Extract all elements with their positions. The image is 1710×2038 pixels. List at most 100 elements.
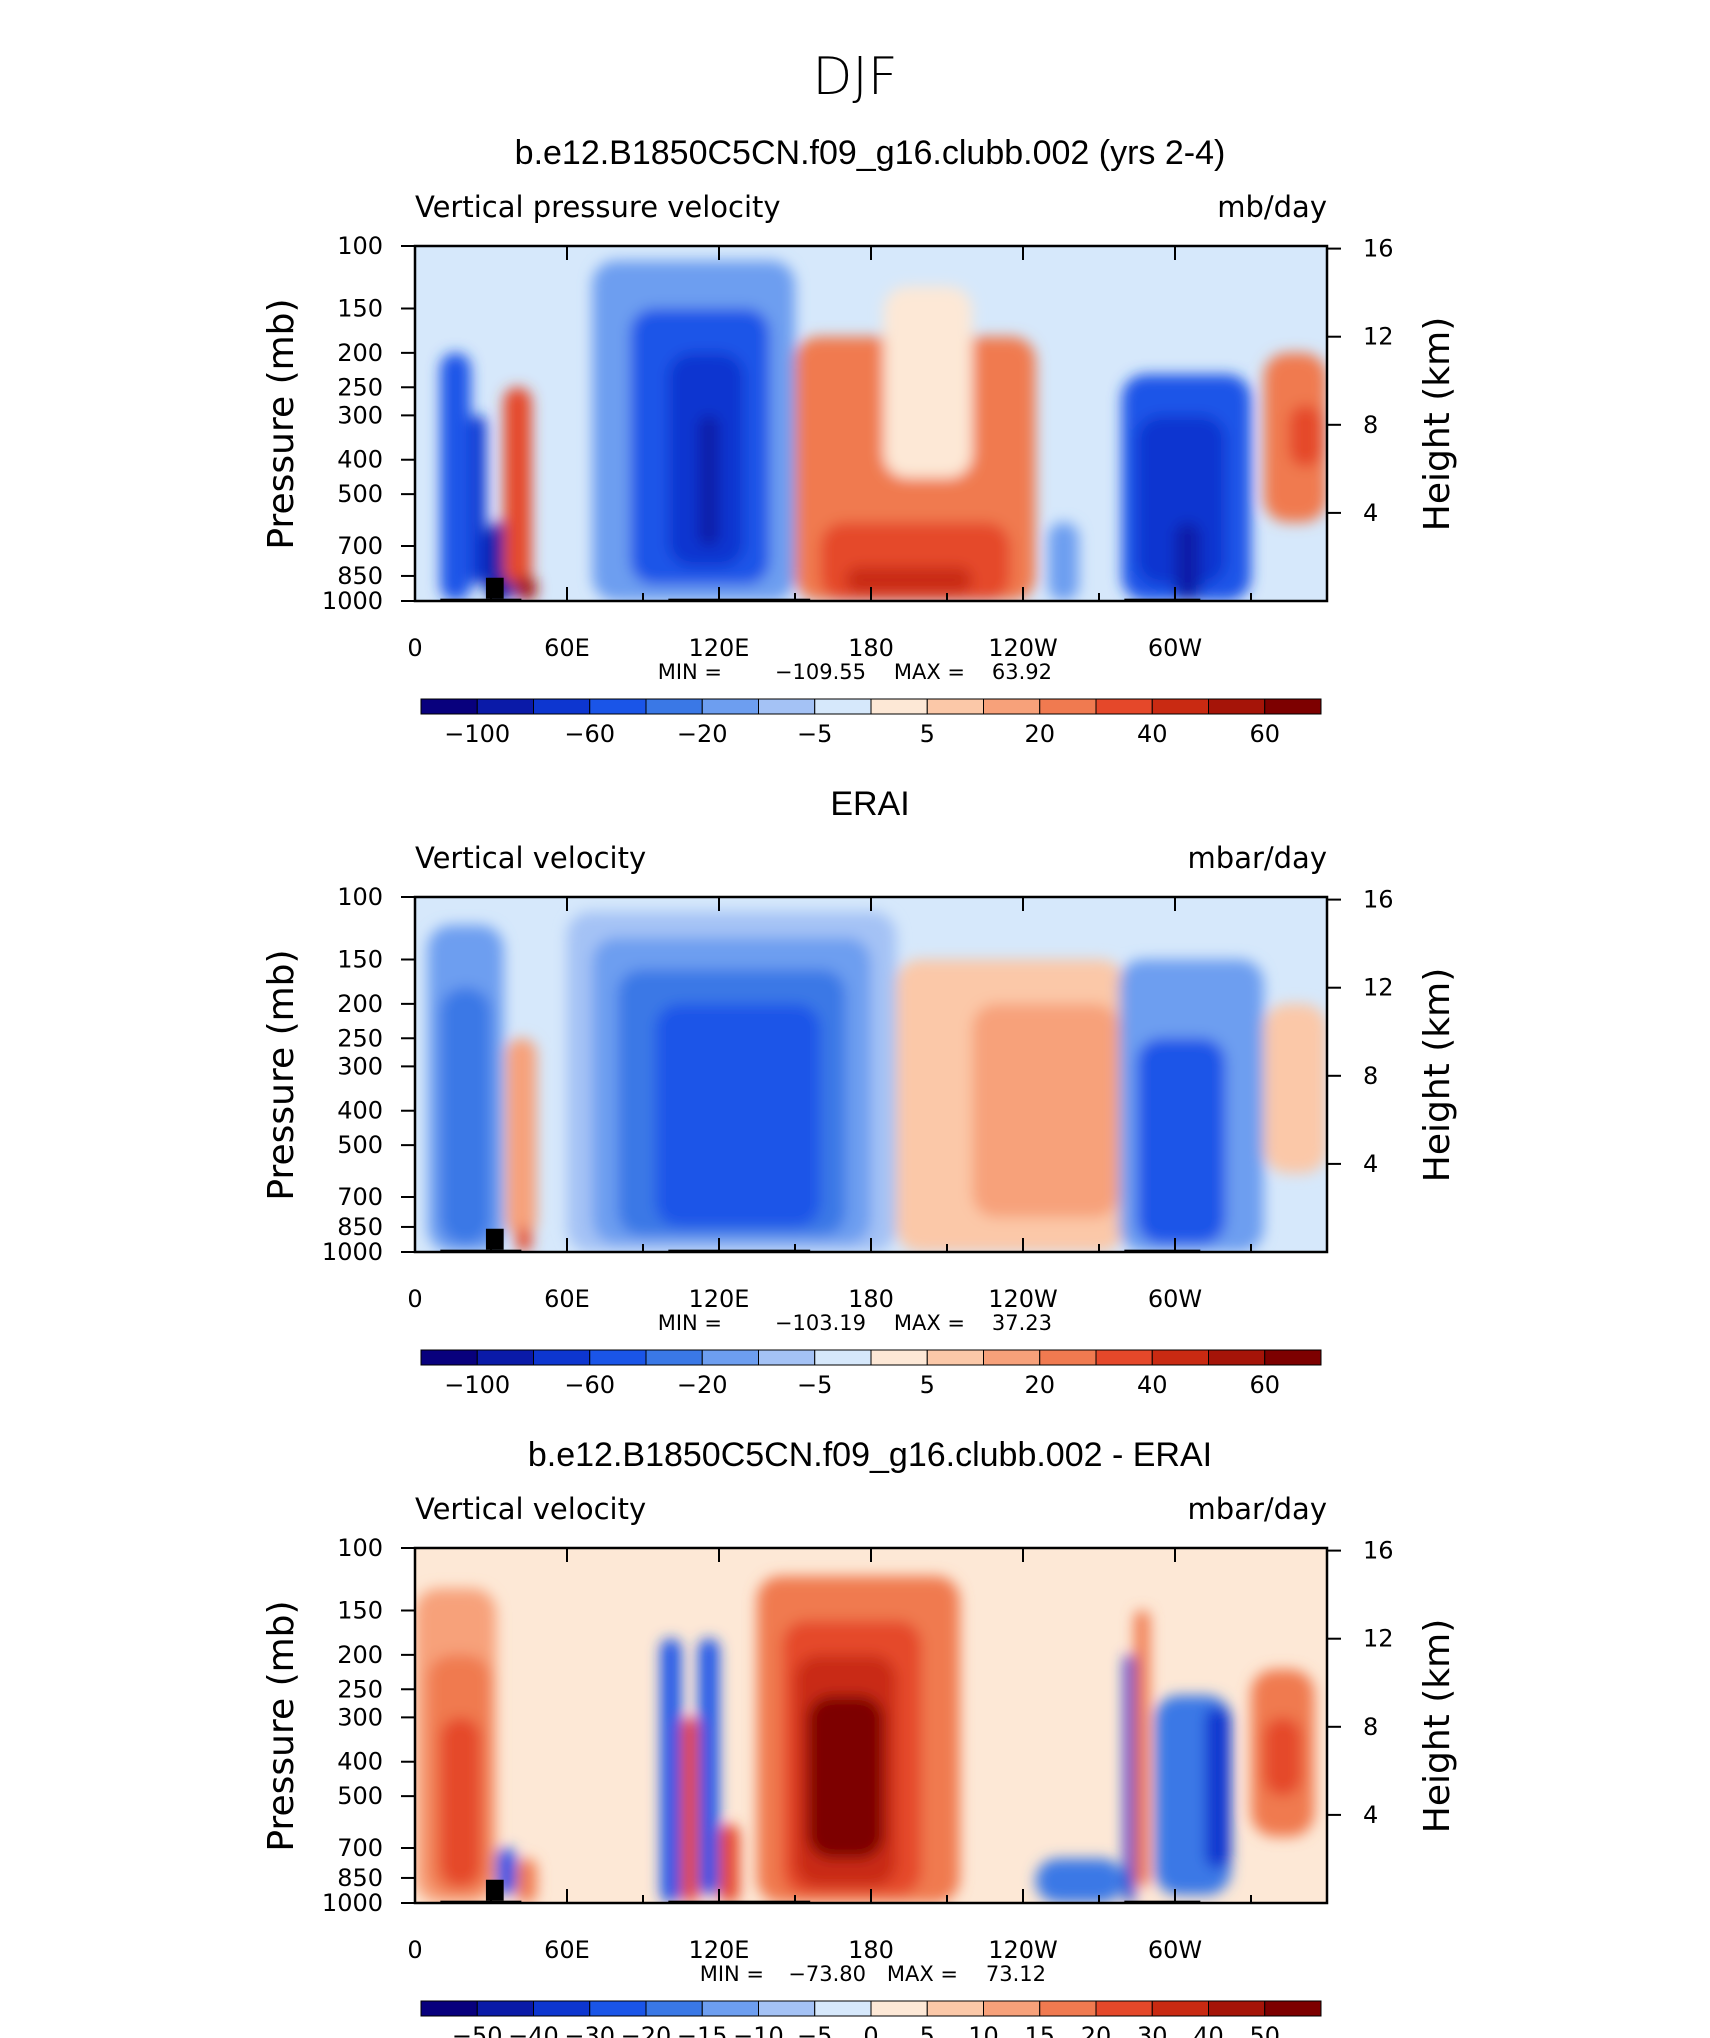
contour-regions xyxy=(440,260,1327,601)
figure-title: DJF xyxy=(812,47,897,107)
colorbar-swatch xyxy=(758,698,816,715)
lon-tick-label: 120W xyxy=(988,1936,1058,1964)
colorbar-swatch xyxy=(814,698,872,715)
pressure-tick-label: 200 xyxy=(337,339,383,367)
colorbar-swatch xyxy=(476,2000,534,2017)
height-axis: 16 12 8 4 xyxy=(1327,235,1394,527)
pressure-tick-label: 500 xyxy=(337,1131,383,1159)
contour-regions xyxy=(415,1576,1315,1903)
y-axis-title: Pressure (mb) xyxy=(261,298,302,549)
height-axis: 16 12 8 4 xyxy=(1327,886,1394,1178)
pressure-tick-label: 100 xyxy=(337,1534,383,1562)
contour-field xyxy=(415,897,1327,1252)
colorbar-label: 60 xyxy=(1249,1371,1280,1399)
colorbar-swatch xyxy=(1264,2000,1322,2017)
height-tick-label: 12 xyxy=(1363,974,1394,1002)
land-block xyxy=(485,1228,504,1250)
colorbar-label: −60 xyxy=(564,1371,615,1399)
colorbar-swatch xyxy=(1095,2000,1153,2017)
min-max-readout: MIN = −73.80 MAX = 73.12 xyxy=(700,1962,1046,1986)
pressure-tick-label: 400 xyxy=(337,1748,383,1776)
colorbar-label: 5 xyxy=(920,2022,935,2038)
min-max-readout: MIN = −103.19 MAX = 37.23 xyxy=(658,1311,1052,1335)
colorbar-swatch xyxy=(476,1349,534,1366)
contour-region xyxy=(516,575,537,601)
pressure-tick-label: 250 xyxy=(337,1024,383,1052)
colorbar-label: 50 xyxy=(1249,2022,1280,2038)
contour-region xyxy=(845,566,973,594)
colorbar: −100 −60 −20 −5 5 20 40 60 xyxy=(420,1349,1322,1399)
height-tick-label: 8 xyxy=(1363,411,1378,439)
colorbar-swatch xyxy=(1151,698,1209,715)
pressure-tick-label: 200 xyxy=(337,990,383,1018)
colorbar-swatch xyxy=(1208,1349,1266,1366)
pressure-tick-label: 400 xyxy=(337,1097,383,1125)
height-tick-label: 12 xyxy=(1363,1625,1394,1653)
colorbar-swatch xyxy=(758,1349,816,1366)
colorbar-label: 5 xyxy=(920,1371,935,1399)
colorbar-swatch xyxy=(476,698,534,715)
colorbar-label: −20 xyxy=(677,720,728,748)
height-tick-label: 4 xyxy=(1363,1801,1378,1829)
contour-region xyxy=(883,286,973,478)
land-block xyxy=(485,577,504,599)
contour-region xyxy=(1205,1706,1231,1869)
longitude-axis: 0 60E 120E 180 120W 60W xyxy=(407,1548,1328,1964)
colorbar-swatch xyxy=(983,2000,1041,2017)
units-label: mbar/day xyxy=(1188,1492,1327,1526)
contour-region xyxy=(440,352,471,601)
min-label: MIN = xyxy=(700,1962,764,1986)
colorbar-label: −60 xyxy=(564,720,615,748)
colorbar-swatch xyxy=(420,1349,478,1366)
contour-region xyxy=(1048,522,1079,601)
height-tick-label: 4 xyxy=(1363,499,1378,527)
pressure-tick-label: 700 xyxy=(337,1183,383,1211)
colorbar-swatch xyxy=(1039,1349,1097,1366)
panel-title: b.e12.B1850C5CN.f09_g16.clubb.002 - ERAI xyxy=(528,1436,1212,1474)
contour-regions xyxy=(427,911,1327,1252)
colorbar-label: 0 xyxy=(863,2022,878,2038)
lon-tick-label: 180 xyxy=(848,1285,894,1313)
variable-label: Vertical velocity xyxy=(415,1492,646,1526)
colorbar-label: −10 xyxy=(733,2022,784,2038)
pressure-tick-label: 500 xyxy=(337,480,383,508)
colorbar-label: −15 xyxy=(677,2022,728,2038)
height-tick-label: 8 xyxy=(1363,1062,1378,1090)
units-label: mbar/day xyxy=(1188,841,1327,875)
height-tick-label: 12 xyxy=(1363,323,1394,351)
contour-region xyxy=(1263,1003,1327,1174)
colorbar-label: 30 xyxy=(1137,2022,1168,2038)
contour-region xyxy=(698,415,719,547)
colorbar-swatch xyxy=(814,1349,872,1366)
colorbar-swatch xyxy=(870,698,928,715)
max-value: 73.12 xyxy=(986,1962,1046,1986)
variable-label: Vertical velocity xyxy=(415,841,646,875)
pressure-tick-label: 150 xyxy=(337,295,383,323)
colorbar-label: −50 xyxy=(452,2022,503,2038)
height-tick-label: 16 xyxy=(1363,235,1394,263)
lon-tick-label: 120W xyxy=(988,634,1058,662)
pressure-tick-label: 200 xyxy=(337,1641,383,1669)
lon-tick-label: 120W xyxy=(988,1285,1058,1313)
contour-region xyxy=(1035,1858,1125,1903)
contour-region xyxy=(655,1003,821,1227)
height-axis: 16 12 8 4 xyxy=(1327,1537,1394,1829)
variable-label: Vertical pressure velocity xyxy=(415,190,781,224)
pressure-tick-label: 300 xyxy=(337,1052,383,1080)
colorbar-swatch xyxy=(589,1349,647,1366)
y2-axis-title: Height (km) xyxy=(1417,968,1458,1182)
colorbar-swatch xyxy=(1151,2000,1209,2017)
panel-erai: ERAI Vertical velocity mbar/day 100 150 20… xyxy=(261,785,1458,1399)
pressure-tick-label: 250 xyxy=(337,1675,383,1703)
max-value: 37.23 xyxy=(992,1311,1052,1335)
height-tick-label: 16 xyxy=(1363,1537,1394,1565)
pressure-tick-label: 700 xyxy=(337,1834,383,1862)
min-value: −103.19 xyxy=(775,1311,866,1335)
colorbar: −100 −60 −20 −5 5 20 40 60 xyxy=(420,698,1322,748)
min-value: −73.80 xyxy=(788,1962,866,1986)
pressure-tick-label: 500 xyxy=(337,1782,383,1810)
colorbar-swatch xyxy=(420,698,478,715)
lon-tick-label: 60E xyxy=(544,1936,590,1964)
colorbar-swatch xyxy=(533,698,591,715)
